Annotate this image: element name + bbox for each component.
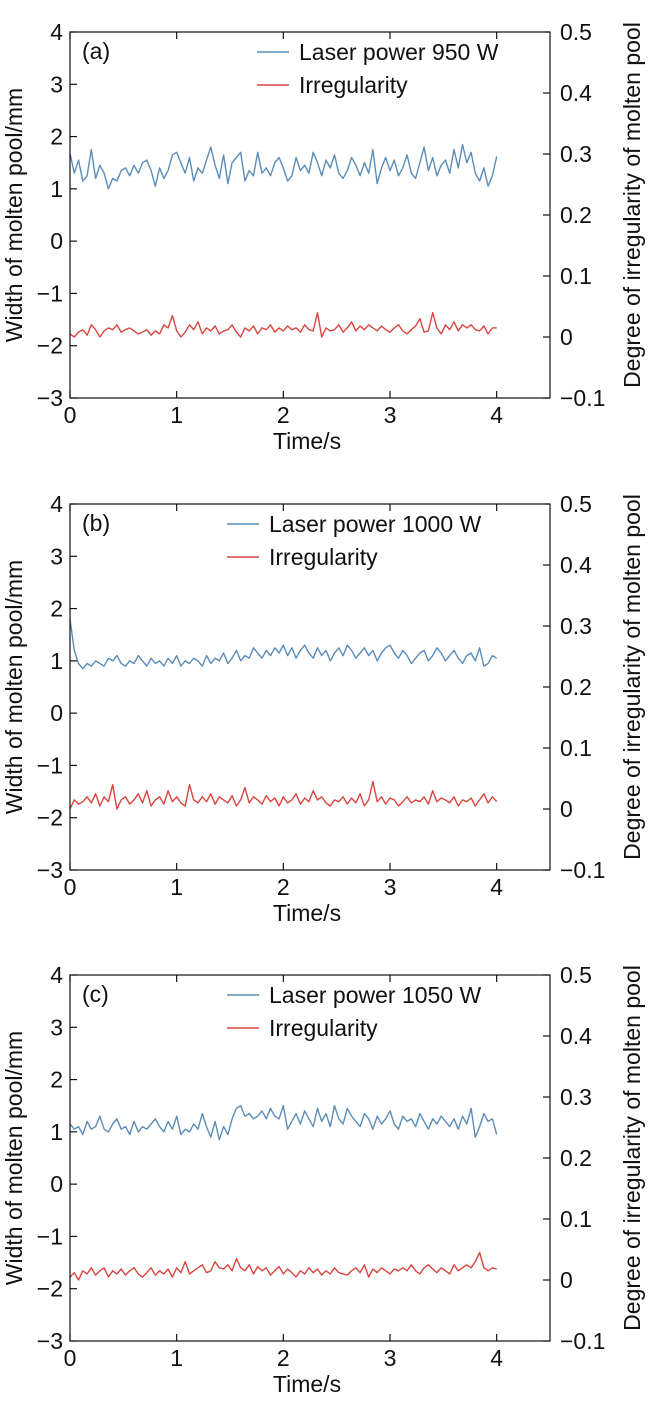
x-tick-label: 3 [384,402,397,428]
y2-tick-label: 0 [560,324,573,350]
y-tick-label: −3 [37,385,63,411]
width-series-line [69,1104,498,1141]
y-tick-label: 0 [50,700,63,726]
legend-label: Irregularity [299,72,408,98]
y-tick-label: −1 [37,1223,63,1249]
x-tick-label: 2 [277,402,290,428]
y-axis-label: Width of molten pool/mm [1,560,27,814]
y-tick-label: −2 [37,805,63,831]
panel-label: (c) [82,981,109,1007]
x-tick-label: 2 [277,874,290,900]
y-tick-label: 1 [50,176,63,202]
x-tick-label: 4 [490,1345,503,1371]
y2-tick-label: 0.5 [560,962,592,988]
y2-tick-label: 0.4 [560,80,592,106]
chart-panel-3: 0 1 2 3 4 −3 −2 −1 0 1 2 3 4 −0.1 0 0.1 0.2 0.3 0.4 0.5 Time… [1,962,645,1397]
y2-tick-label: 0.2 [560,674,592,700]
x-axis-label: Time/s [273,1371,341,1397]
legend-label: Laser power 1000 W [269,511,482,537]
y2-tick-label: −0.1 [560,385,605,411]
x-tick-label: 3 [384,1345,397,1371]
y2-tick-label: 0.3 [560,613,592,639]
x-tick-label: 1 [170,1345,183,1371]
x-tick-label: 3 [384,874,397,900]
y2-tick-label: 0.1 [560,263,592,289]
y-tick-label: 0 [50,228,63,254]
y-tick-label: −2 [37,1276,63,1302]
x-tick-label: 0 [64,874,77,900]
y-tick-label: 1 [50,1119,63,1145]
x-axis-label: Time/s [273,428,341,454]
y2-tick-label: 0.2 [560,1145,592,1171]
y2-tick-label: 0.1 [560,735,592,761]
y2-tick-label: 0 [560,796,573,822]
y2-axis-label: Degree of irregularity of molten pool [619,494,645,860]
y-tick-label: 3 [50,1014,63,1040]
y2-tick-label: 0.3 [560,1084,592,1110]
irregularity-series-line [69,780,498,810]
y-tick-label: −1 [37,280,63,306]
y-tick-label: 1 [50,648,63,674]
y2-axis-label: Degree of irregularity of molten pool [619,22,645,388]
y-tick-label: −3 [37,857,63,883]
y-tick-label: 4 [50,19,63,45]
chart-panel-1: 0 1 2 3 4 −3 −2 −1 0 1 2 3 4 −0.1 0 0.1 0.2 0.3 0.4 0.5 Time… [1,19,645,454]
y2-tick-label: −0.1 [560,1328,605,1354]
legend-label: Laser power 950 W [299,39,499,65]
x-tick-label: 1 [170,874,183,900]
y2-axis-label: Degree of irregularity of molten pool [619,965,645,1331]
y2-tick-label: 0.5 [560,491,592,517]
y-tick-label: 3 [50,71,63,97]
y-axis-label: Width of molten pool/mm [1,1031,27,1285]
y2-tick-label: 0.1 [560,1206,592,1232]
y-tick-label: −1 [37,752,63,778]
width-series-line [69,618,498,670]
y-tick-label: 2 [50,596,63,622]
irregularity-series-line [69,1251,497,1281]
legend-label: Irregularity [269,544,378,570]
y-tick-label: 2 [50,1067,63,1093]
y2-tick-label: 0 [560,1267,573,1293]
y-tick-label: −2 [37,333,63,359]
panel-label: (a) [82,38,110,64]
x-tick-label: 0 [64,402,77,428]
panel-label: (b) [82,510,110,536]
x-axis-label: Time/s [273,900,341,926]
x-tick-label: 1 [170,402,183,428]
legend-label: Irregularity [269,1015,378,1041]
x-tick-label: 4 [490,402,503,428]
width-series-line [69,143,498,190]
y-tick-label: 4 [50,962,63,988]
irregularity-series-line [69,311,497,338]
y-tick-label: 2 [50,124,63,150]
y-tick-label: 3 [50,543,63,569]
y-tick-label: 4 [50,491,63,517]
y2-tick-label: 0.4 [560,552,592,578]
y-tick-label: 0 [50,1171,63,1197]
chart-panel-2: 0 1 2 3 4 −3 −2 −1 0 1 2 3 4 −0.1 0 0.1 0.2 0.3 0.4 0.5 Time… [1,491,645,926]
y2-tick-label: 0.4 [560,1023,592,1049]
y2-tick-label: 0.3 [560,141,592,167]
y2-tick-label: 0.5 [560,19,592,45]
y-tick-label: −3 [37,1328,63,1354]
x-tick-label: 4 [490,874,503,900]
x-tick-label: 0 [64,1345,77,1371]
y-axis-label: Width of molten pool/mm [1,88,27,342]
y2-tick-label: 0.2 [560,202,592,228]
y2-tick-label: −0.1 [560,857,605,883]
x-tick-label: 2 [277,1345,290,1371]
legend-label: Laser power 1050 W [269,982,482,1008]
